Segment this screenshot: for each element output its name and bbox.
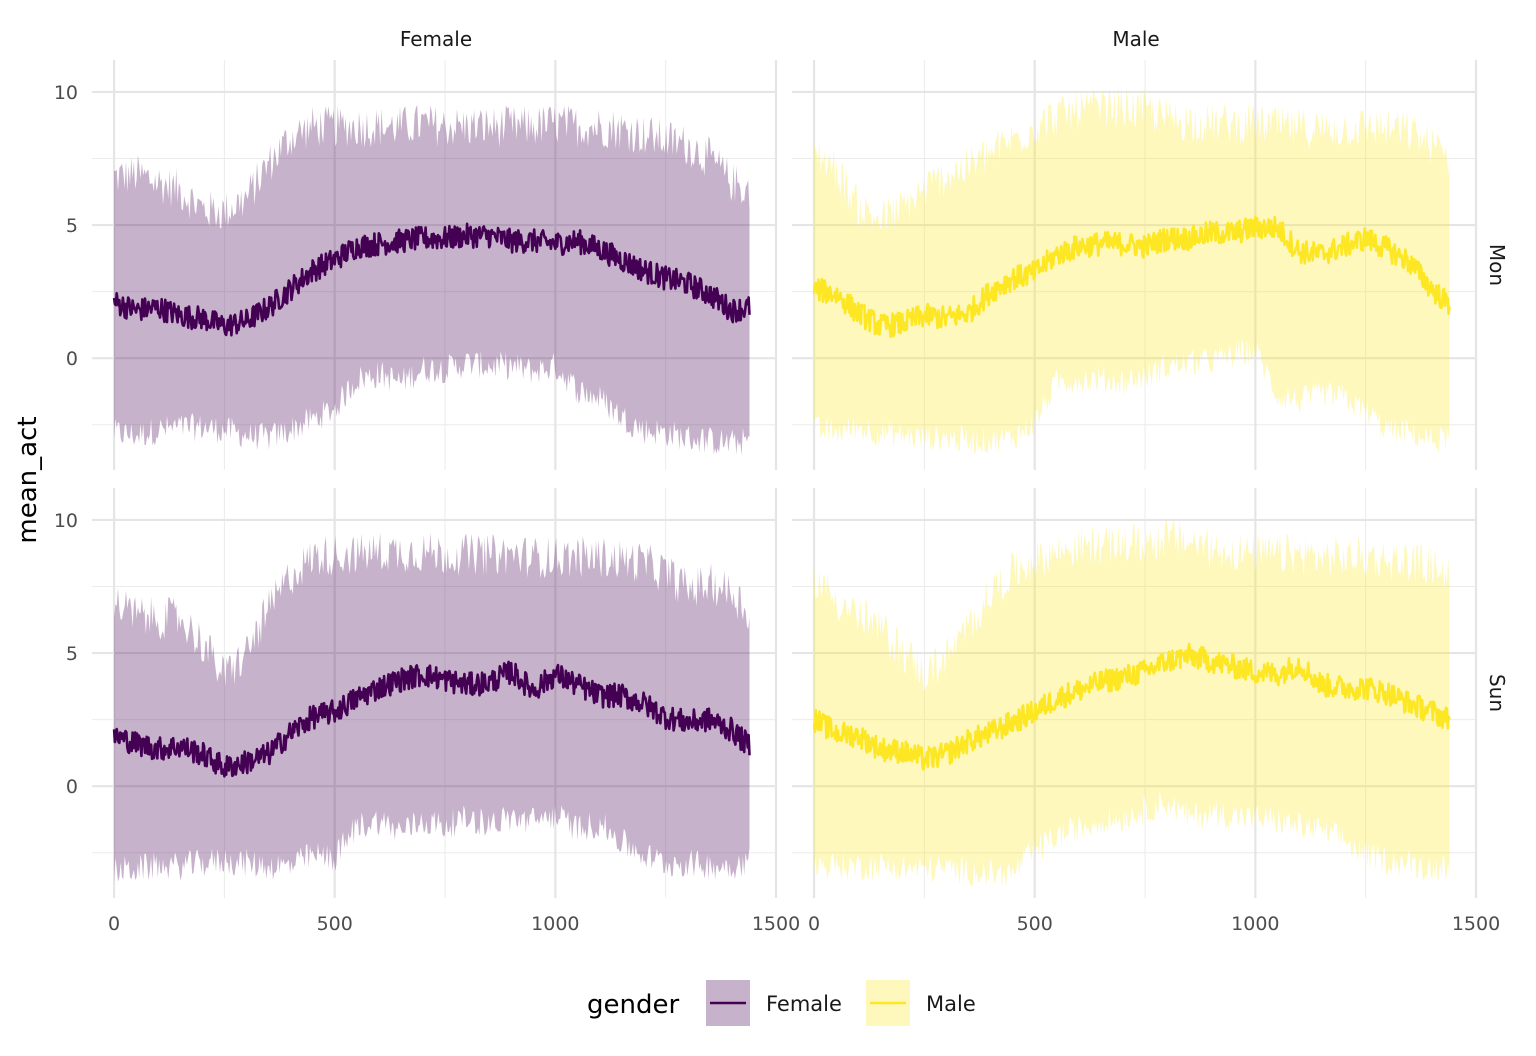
strip-label-col: Female	[400, 27, 472, 51]
y-tick-label: 10	[54, 82, 78, 104]
legend: gender Female Male	[587, 980, 976, 1026]
mean-line	[812, 642, 1451, 771]
y-axis-title: mean_act	[13, 416, 43, 543]
legend-item-label: Female	[766, 992, 842, 1016]
ribbon-band	[814, 87, 1450, 455]
y-tick-label: 5	[66, 215, 78, 237]
x-tick-label: 1500	[1452, 913, 1500, 935]
axis-labels: 0 0 500 500 1000 1000 1500 1500 0 0 5 5 10 10	[54, 82, 1500, 935]
legend-title: gender	[587, 990, 679, 1020]
strip-label-col: Male	[1112, 27, 1159, 51]
mean-line	[112, 222, 751, 337]
mean-line	[112, 660, 751, 778]
x-tick-label: 500	[317, 913, 353, 935]
y-tick-label: 0	[66, 776, 78, 798]
panel-female-mon	[92, 60, 778, 470]
ribbon-band	[114, 105, 750, 456]
panel-female-sun	[92, 488, 778, 898]
strip-label-row: Sun	[1485, 674, 1509, 712]
panel-male-sun	[792, 488, 1478, 898]
ribbon-band	[114, 532, 750, 883]
x-tick-label: 500	[1017, 913, 1053, 935]
panels-layer	[92, 60, 1478, 898]
y-tick-label: 10	[54, 510, 78, 532]
mean-line	[812, 215, 1451, 339]
x-tick-label: 1000	[1231, 913, 1279, 935]
strip-labels: Female Male Mon Sun	[400, 27, 1509, 712]
x-tick-label: 0	[808, 913, 820, 935]
panel-male-mon	[792, 60, 1478, 470]
x-tick-label: 0	[108, 913, 120, 935]
y-tick-label: 0	[66, 348, 78, 370]
ribbon-band	[814, 519, 1450, 888]
strip-label-row: Mon	[1485, 244, 1509, 286]
y-tick-label: 5	[66, 643, 78, 665]
legend-item-label: Male	[926, 992, 976, 1016]
x-tick-label: 1000	[531, 913, 579, 935]
x-tick-label: 1500	[752, 913, 800, 935]
